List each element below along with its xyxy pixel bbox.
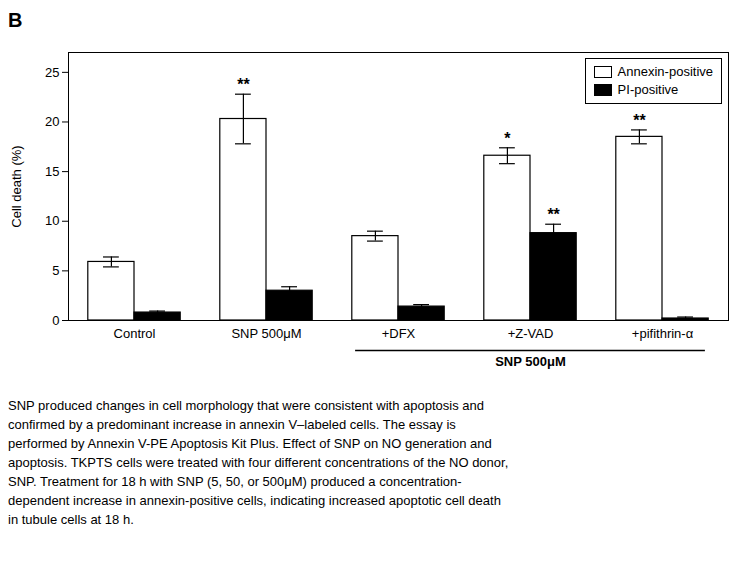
svg-text:**: **: [547, 206, 560, 223]
svg-text:SNP 500μM: SNP 500μM: [231, 326, 301, 341]
svg-text:+pifithrin-α: +pifithrin-α: [632, 326, 694, 341]
svg-text:25: 25: [45, 65, 59, 80]
svg-text:+DFX: +DFX: [382, 326, 416, 341]
html-text:SNP produced changes in cell m: SNP produced changes in cell morphology …: [8, 398, 509, 527]
svg-text:5: 5: [52, 263, 59, 278]
svg-text:**: **: [237, 76, 250, 93]
html-text:B: B: [8, 9, 23, 31]
svg-text:+Z-VAD: +Z-VAD: [508, 326, 554, 341]
svg-text:20: 20: [45, 114, 59, 129]
html-text:PI-positive: PI-positive: [617, 82, 679, 97]
svg-text:0: 0: [52, 313, 59, 328]
svg-text:15: 15: [45, 164, 59, 179]
svg-text:Control: Control: [114, 326, 156, 341]
svg-text:**: **: [633, 112, 646, 129]
svg-text:*: *: [504, 130, 511, 147]
html-text:Annexin-positive: Annexin-positive: [617, 64, 713, 79]
svg-text:SNP 500μM: SNP 500μM: [495, 354, 566, 369]
svg-text:Cell death (%): Cell death (%): [9, 145, 24, 227]
svg-text:10: 10: [45, 213, 59, 228]
